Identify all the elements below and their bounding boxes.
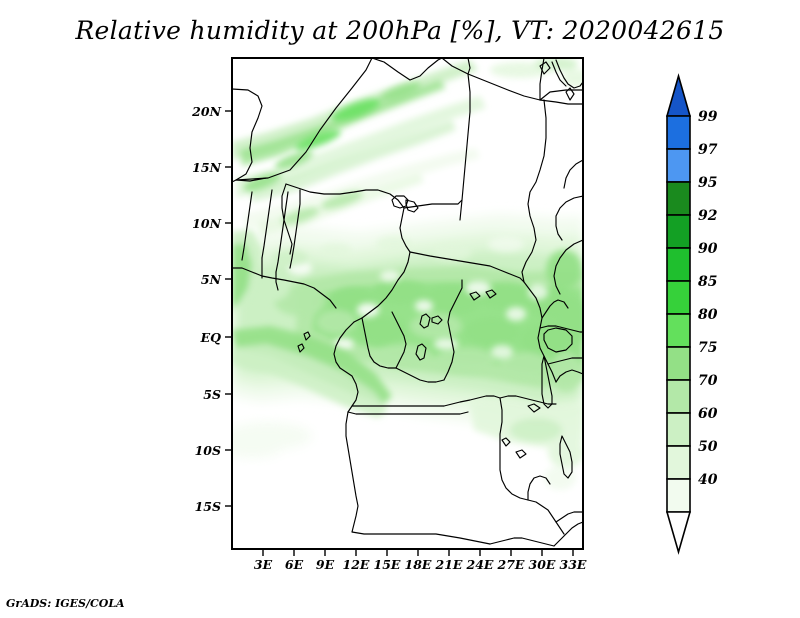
colorbar-segment <box>666 445 691 480</box>
colorbar-tick-label: 80 <box>698 307 718 323</box>
colorbar-segment <box>666 115 691 150</box>
x-axis: 3E 6E 9E 12E 15E 18E 21E 24E 27E 30E 33E <box>254 549 587 572</box>
y-tick-label: 20N <box>191 104 221 119</box>
y-tick-label: 5S <box>203 387 221 402</box>
colorbar-segment <box>666 214 691 249</box>
x-tick-label: 18E <box>405 557 432 572</box>
colorbar-segment <box>666 181 691 216</box>
x-tick-label: 9E <box>316 557 335 572</box>
y-tick-label: 15N <box>192 160 221 175</box>
y-axis: 20N 15N 10N 5N EQ 5S 10S 15S <box>191 104 232 514</box>
map-borders-layer <box>232 58 583 547</box>
y-axis-ticks <box>225 110 232 507</box>
colorbar-tick-label: 70 <box>698 373 718 389</box>
y-tick-label: 10N <box>192 216 221 231</box>
humidity-shading-layer <box>232 58 583 549</box>
y-tick-label: EQ <box>200 330 222 345</box>
x-tick-label: 3E <box>254 557 273 572</box>
colorbar-segment <box>666 346 691 381</box>
colorbar-segment <box>666 379 691 414</box>
x-tick-label: 24E <box>466 557 494 572</box>
colorbar-segment <box>666 478 691 513</box>
colorbar-segment <box>666 412 691 447</box>
colorbar-tick-label: 99 <box>698 109 718 125</box>
x-tick-label: 27E <box>497 557 525 572</box>
colorbar-tick-label: 60 <box>698 406 718 422</box>
colorbar-tick-label: 50 <box>698 439 718 455</box>
x-tick-label: 12E <box>343 557 370 572</box>
colorbar-tick-label: 85 <box>698 274 717 290</box>
x-tick-label: 30E <box>529 557 556 572</box>
colorbar-bottom-arrow <box>665 511 692 555</box>
colorbar-tick-label: 40 <box>698 472 718 488</box>
x-tick-label: 15E <box>374 557 401 572</box>
colorbar-segment <box>666 313 691 348</box>
colorbar-tick-label: 97 <box>698 142 718 158</box>
y-tick-label: 10S <box>195 443 221 458</box>
colorbar-segment <box>666 148 691 183</box>
y-tick-label: 15S <box>195 499 221 514</box>
page-title: Relative humidity at 200hPa [%], VT: 202… <box>75 16 725 45</box>
colorbar-tick-label: 92 <box>698 208 718 224</box>
colorbar-segment <box>666 280 691 315</box>
x-axis-ticks <box>262 549 574 556</box>
colorbar-tick-label: 90 <box>698 241 718 257</box>
colorbar-top-arrow <box>665 73 692 117</box>
colorbar-tick-label: 95 <box>698 175 717 191</box>
x-tick-label: 21E <box>435 557 463 572</box>
colorbar-tick-label: 75 <box>698 340 717 356</box>
footer-credit: GrADS: IGES/COLA <box>6 597 125 610</box>
colorbar[interactable]: 99 97 95 92 90 85 80 75 70 60 50 40 <box>665 73 718 555</box>
y-tick-label: 5N <box>201 272 222 287</box>
x-tick-label: 33E <box>560 557 587 572</box>
plot-frame <box>231 57 584 550</box>
x-tick-label: 6E <box>285 557 304 572</box>
colorbar-segment <box>666 247 691 282</box>
